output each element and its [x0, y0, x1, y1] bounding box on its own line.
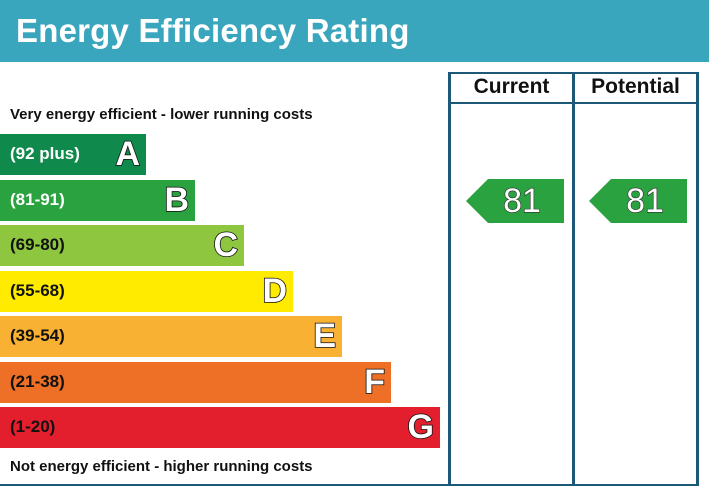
band-f: (21-38) F — [0, 361, 391, 403]
band-e: (39-54) E — [0, 316, 342, 357]
band-b: (81-91) B — [0, 179, 195, 221]
band-letter: C — [213, 225, 239, 265]
band-range-label: (39-54) — [10, 326, 65, 345]
arrow-polygon — [466, 179, 564, 223]
page-bottom-line — [0, 484, 451, 486]
frame-right-line — [696, 72, 699, 486]
arrow-polygon — [589, 179, 687, 223]
frame-middle-line — [572, 72, 575, 486]
band-a: (92 plus) A — [0, 134, 146, 175]
band-range-label: (81-91) — [10, 189, 65, 209]
band-range-label: (55-68) — [10, 280, 65, 300]
arrow-shape — [589, 179, 687, 223]
band-c: (69-80) C — [0, 225, 244, 266]
band-letter: B — [164, 180, 190, 220]
header-bar: Energy Efficiency Rating — [0, 0, 709, 62]
chart-title: Energy Efficiency Rating — [16, 12, 410, 49]
band-g: (1-20) G — [0, 407, 440, 448]
rating-value: 81 — [502, 181, 541, 220]
column-potential-header: Potential — [591, 75, 680, 98]
band-range-label: (92 plus) — [10, 144, 80, 163]
frame-left-line — [448, 72, 451, 486]
top-note: Very energy efficient - lower running co… — [10, 106, 313, 123]
bottom-note: Not energy efficient - higher running co… — [10, 458, 313, 475]
band-letter: F — [363, 362, 385, 402]
band-range-label: (21-38) — [10, 371, 65, 391]
band-letter: G — [407, 407, 435, 447]
rating-arrow-current: 81 — [466, 179, 564, 223]
rating-arrow-potential: 81 — [589, 179, 687, 223]
band-d: (55-68) D — [0, 270, 293, 312]
band-range-label: (1-20) — [10, 417, 56, 436]
band-letter: A — [115, 134, 141, 174]
band-letter: E — [313, 316, 337, 356]
rating-value: 81 — [625, 181, 664, 220]
column-current-header: Current — [473, 75, 550, 98]
band-letter: D — [262, 271, 288, 311]
band-range-label: (69-80) — [10, 235, 65, 254]
arrow-shape — [466, 179, 564, 223]
